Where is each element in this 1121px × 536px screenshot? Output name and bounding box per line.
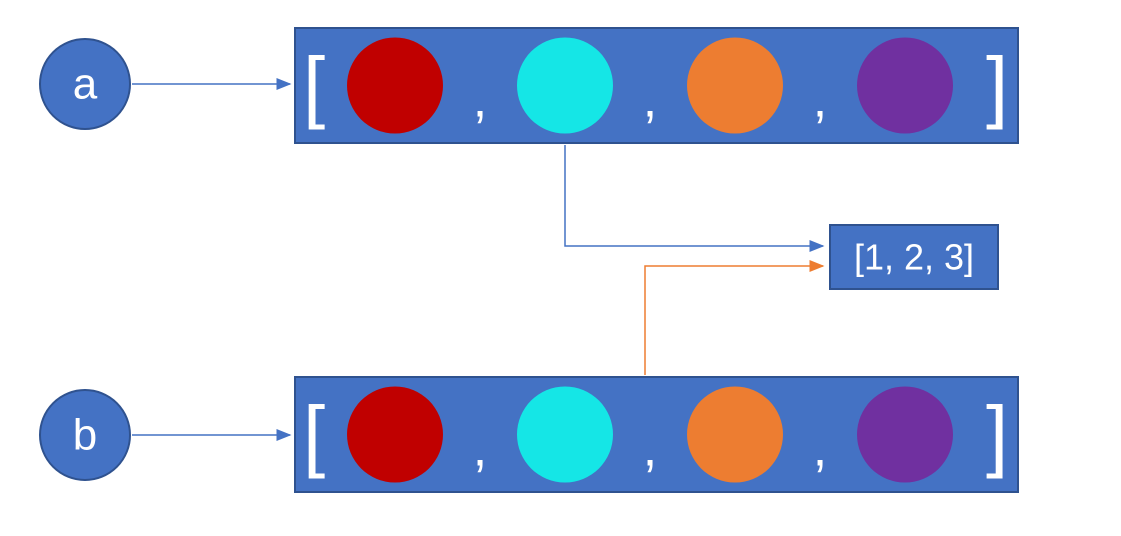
- array-top: [,,,]: [295, 28, 1018, 143]
- array-element: [517, 387, 613, 483]
- array-element: [687, 38, 783, 134]
- bracket-close-icon: ]: [986, 390, 1008, 479]
- variable-b-label: b: [73, 411, 97, 460]
- bracket-open-icon: [: [303, 41, 325, 130]
- comma-separator: ,: [643, 419, 657, 477]
- bracket-open-icon: [: [303, 390, 325, 479]
- array-element: [517, 38, 613, 134]
- array-element: [347, 387, 443, 483]
- variable-a-label: a: [73, 60, 98, 109]
- bracket-close-icon: ]: [986, 41, 1008, 130]
- array-element: [857, 38, 953, 134]
- shared-list-box: [1, 2, 3]: [830, 225, 998, 289]
- array-element: [347, 38, 443, 134]
- array-bottom: [,,,]: [295, 377, 1018, 492]
- array-element: [687, 387, 783, 483]
- array-element: [857, 387, 953, 483]
- comma-separator: ,: [813, 419, 827, 477]
- comma-separator: ,: [813, 70, 827, 128]
- variable-a: a: [40, 39, 130, 129]
- comma-separator: ,: [473, 70, 487, 128]
- reference-diagram: a b [,,,] [,,,] [1, 2, 3]: [0, 0, 1121, 536]
- arrow-bottom-to-shared: [645, 266, 823, 375]
- comma-separator: ,: [473, 419, 487, 477]
- arrow-top-to-shared: [565, 145, 823, 246]
- comma-separator: ,: [643, 70, 657, 128]
- variable-b: b: [40, 390, 130, 480]
- shared-list-text: [1, 2, 3]: [854, 237, 974, 278]
